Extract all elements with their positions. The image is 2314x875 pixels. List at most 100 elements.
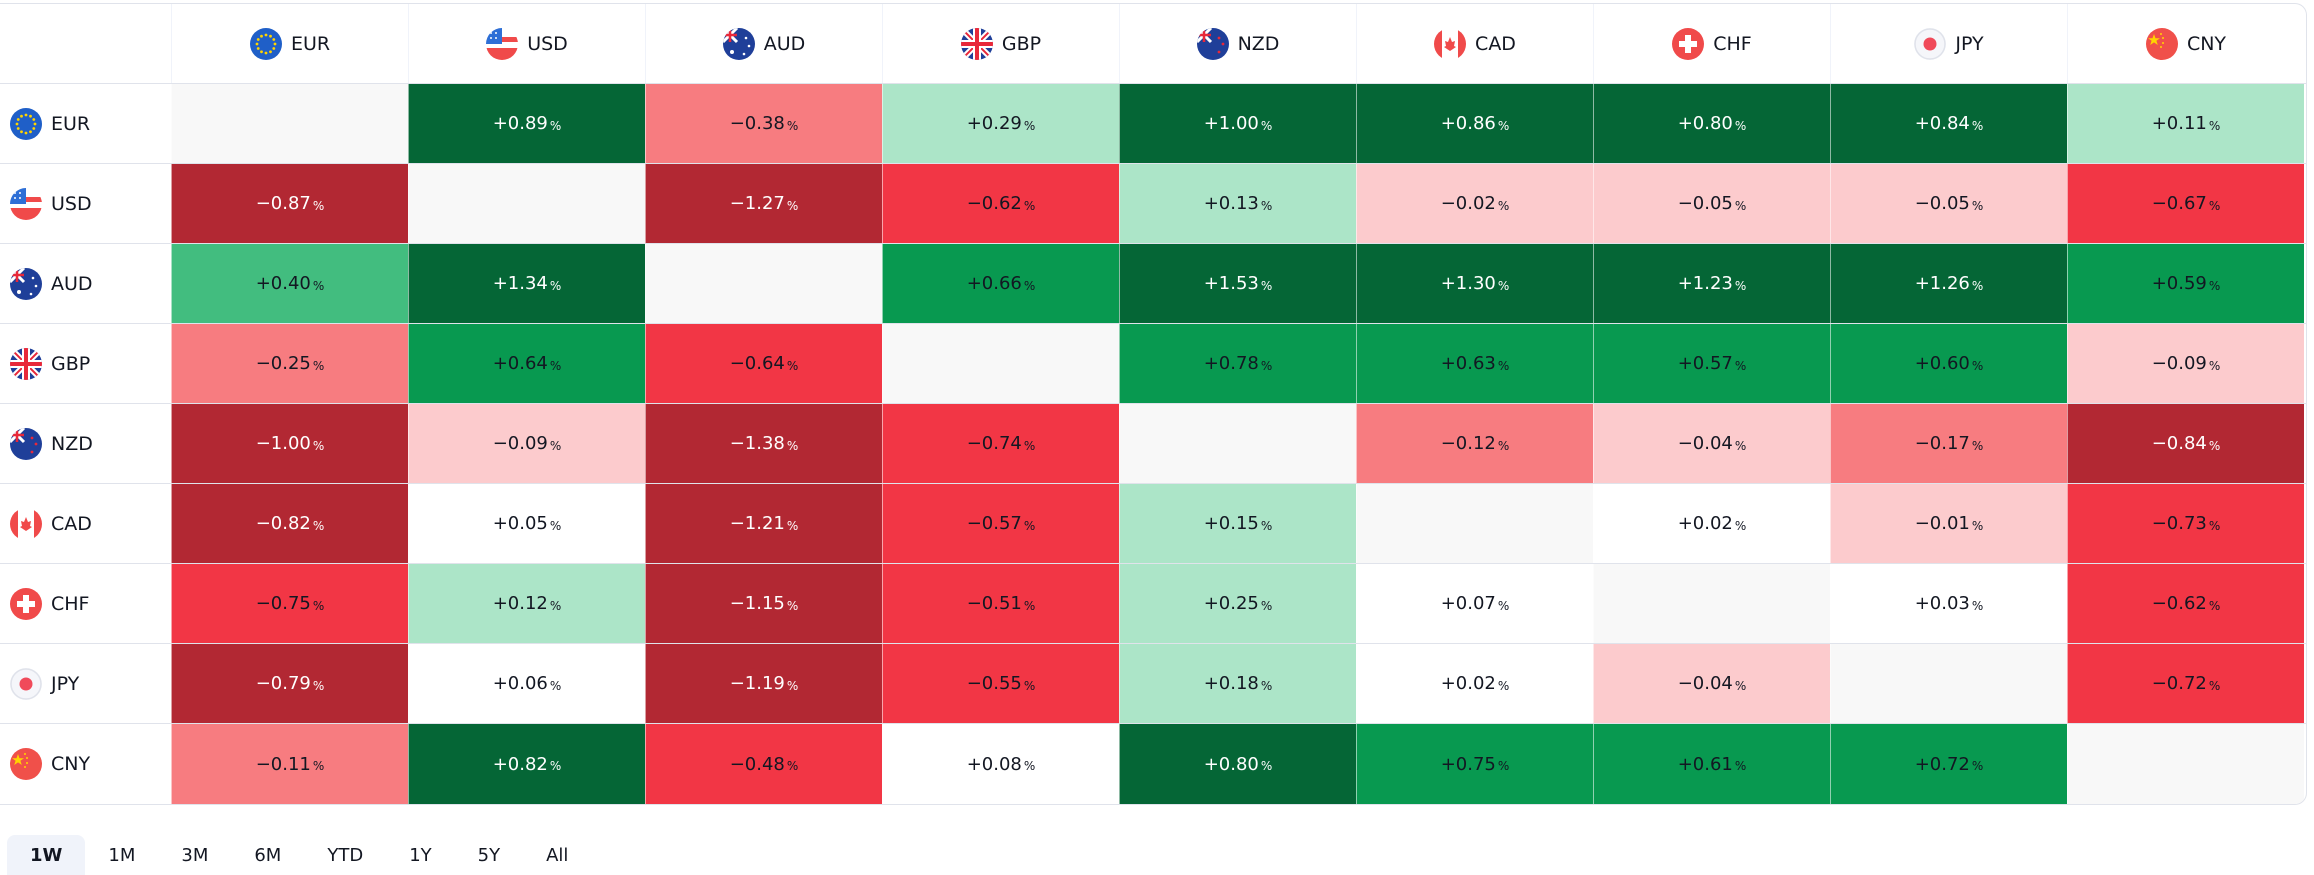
heatmap-cell-cny-chf[interactable]: +0.61% — [1593, 724, 1830, 804]
row-header-cny[interactable]: CNY — [0, 724, 171, 804]
heatmap-cell-usd-cny[interactable]: −0.67% — [2067, 164, 2304, 243]
column-header-eur[interactable]: EUR — [171, 4, 408, 83]
column-header-label: AUD — [763, 32, 806, 55]
tab-1m[interactable]: 1M — [108, 844, 136, 866]
heatmap-cell-gbp-cad[interactable]: +0.63% — [1356, 324, 1593, 403]
heatmap-cell-cad-jpy[interactable]: −0.01% — [1830, 484, 2067, 563]
heatmap-cell-gbp-jpy[interactable]: +0.60% — [1830, 324, 2067, 403]
row-header-gbp[interactable]: GBP — [0, 324, 171, 403]
heatmap-cell-nzd-jpy[interactable]: −0.17% — [1830, 404, 2067, 483]
heatmap-cell-cny-cad[interactable]: +0.75% — [1356, 724, 1593, 804]
heatmap-cell-cad-nzd[interactable]: +0.15% — [1119, 484, 1356, 563]
heatmap-cell-eur-cny[interactable]: +0.11% — [2067, 84, 2304, 163]
column-header-chf[interactable]: CHF — [1593, 4, 1830, 83]
heatmap-cell-chf-jpy[interactable]: +0.03% — [1830, 564, 2067, 643]
tab-5y[interactable]: 5Y — [477, 844, 501, 866]
column-header-usd[interactable]: USD — [408, 4, 645, 83]
heatmap-cell-jpy-cad[interactable]: +0.02% — [1356, 644, 1593, 723]
heatmap-cell-jpy-eur[interactable]: −0.79% — [171, 644, 408, 723]
heatmap-cell-aud-nzd[interactable]: +1.53% — [1119, 244, 1356, 323]
heatmap-cell-usd-chf[interactable]: −0.05% — [1593, 164, 1830, 243]
heatmap-cell-chf-cad[interactable]: +0.07% — [1356, 564, 1593, 643]
tab-3m[interactable]: 3M — [181, 844, 209, 866]
column-header-jpy[interactable]: JPY — [1830, 4, 2067, 83]
tab-6m[interactable]: 6M — [254, 844, 282, 866]
tab-all[interactable]: All — [546, 844, 569, 866]
heatmap-cell-chf-aud[interactable]: −1.15% — [645, 564, 882, 643]
row-header-eur[interactable]: EUR — [0, 84, 171, 163]
row-header-nzd[interactable]: NZD — [0, 404, 171, 483]
heatmap-cell-cad-eur[interactable]: −0.82% — [171, 484, 408, 563]
heatmap-cell-nzd-eur[interactable]: −1.00% — [171, 404, 408, 483]
column-header-aud[interactable]: AUD — [645, 4, 882, 83]
tab-1w[interactable]: 1W — [7, 835, 86, 875]
heatmap-cell-aud-cad[interactable]: +1.30% — [1356, 244, 1593, 323]
column-header-gbp[interactable]: GBP — [882, 4, 1119, 83]
heatmap-cell-usd-cad[interactable]: −0.02% — [1356, 164, 1593, 243]
heatmap-cell-cny-nzd[interactable]: +0.80% — [1119, 724, 1356, 804]
heatmap-cell-nzd-cad[interactable]: −0.12% — [1356, 404, 1593, 483]
heatmap-cell-cad-cny[interactable]: −0.73% — [2067, 484, 2304, 563]
row-header-jpy[interactable]: JPY — [0, 644, 171, 723]
tab-ytd[interactable]: YTD — [327, 844, 364, 866]
heatmap-cell-usd-aud[interactable]: −1.27% — [645, 164, 882, 243]
heatmap-cell-eur-chf[interactable]: +0.80% — [1593, 84, 1830, 163]
heatmap-cell-eur-aud[interactable]: −0.38% — [645, 84, 882, 163]
heatmap-cell-gbp-eur[interactable]: −0.25% — [171, 324, 408, 403]
heatmap-cell-gbp-nzd[interactable]: +0.78% — [1119, 324, 1356, 403]
column-header-cny[interactable]: CNY — [2067, 4, 2304, 83]
heatmap-cell-eur-jpy[interactable]: +0.84% — [1830, 84, 2067, 163]
heatmap-cell-cad-chf[interactable]: +0.02% — [1593, 484, 1830, 563]
heatmap-cell-nzd-aud[interactable]: −1.38% — [645, 404, 882, 483]
row-header-cad[interactable]: CAD — [0, 484, 171, 563]
heatmap-cell-usd-nzd[interactable]: +0.13% — [1119, 164, 1356, 243]
heatmap-cell-nzd-gbp[interactable]: −0.74% — [882, 404, 1119, 483]
row-header-chf[interactable]: CHF — [0, 564, 171, 643]
heatmap-cell-jpy-aud[interactable]: −1.19% — [645, 644, 882, 723]
heatmap-cell-eur-gbp[interactable]: +0.29% — [882, 84, 1119, 163]
heatmap-cell-nzd-cny[interactable]: −0.84% — [2067, 404, 2304, 483]
heatmap-cell-nzd-chf[interactable]: −0.04% — [1593, 404, 1830, 483]
heatmap-cell-cny-eur[interactable]: −0.11% — [171, 724, 408, 804]
heatmap-cell-usd-gbp[interactable]: −0.62% — [882, 164, 1119, 243]
heatmap-cell-aud-eur[interactable]: +0.40% — [171, 244, 408, 323]
heatmap-cell-cad-gbp[interactable]: −0.57% — [882, 484, 1119, 563]
heatmap-cell-jpy-usd[interactable]: +0.06% — [408, 644, 645, 723]
heatmap-cell-cad-usd[interactable]: +0.05% — [408, 484, 645, 563]
heatmap-cell-gbp-cny[interactable]: −0.09% — [2067, 324, 2304, 403]
heatmap-cell-jpy-gbp[interactable]: −0.55% — [882, 644, 1119, 723]
heatmap-cell-chf-nzd[interactable]: +0.25% — [1119, 564, 1356, 643]
heatmap-cell-aud-cny[interactable]: +0.59% — [2067, 244, 2304, 323]
cell-value: −0.62 — [2151, 593, 2207, 614]
heatmap-cell-usd-eur[interactable]: −0.87% — [171, 164, 408, 243]
heatmap-cell-eur-nzd[interactable]: +1.00% — [1119, 84, 1356, 163]
row-header-aud[interactable]: AUD — [0, 244, 171, 323]
heatmap-cell-chf-gbp[interactable]: −0.51% — [882, 564, 1119, 643]
heatmap-cell-jpy-chf[interactable]: −0.04% — [1593, 644, 1830, 723]
heatmap-cell-jpy-nzd[interactable]: +0.18% — [1119, 644, 1356, 723]
column-header-cad[interactable]: CAD — [1356, 4, 1593, 83]
row-header-usd[interactable]: USD — [0, 164, 171, 243]
heatmap-cell-aud-usd[interactable]: +1.34% — [408, 244, 645, 323]
heatmap-cell-gbp-chf[interactable]: +0.57% — [1593, 324, 1830, 403]
heatmap-cell-jpy-cny[interactable]: −0.72% — [2067, 644, 2304, 723]
heatmap-cell-aud-jpy[interactable]: +1.26% — [1830, 244, 2067, 323]
heatmap-cell-usd-jpy[interactable]: −0.05% — [1830, 164, 2067, 243]
heatmap-cell-chf-eur[interactable]: −0.75% — [171, 564, 408, 643]
heatmap-cell-eur-cad[interactable]: +0.86% — [1356, 84, 1593, 163]
heatmap-cell-aud-gbp[interactable]: +0.66% — [882, 244, 1119, 323]
heatmap-cell-cny-gbp[interactable]: +0.08% — [882, 724, 1119, 804]
heatmap-cell-chf-cny[interactable]: −0.62% — [2067, 564, 2304, 643]
heatmap-cell-aud-chf[interactable]: +1.23% — [1593, 244, 1830, 323]
heatmap-cell-cny-usd[interactable]: +0.82% — [408, 724, 645, 804]
heatmap-cell-gbp-aud[interactable]: −0.64% — [645, 324, 882, 403]
column-header-nzd[interactable]: NZD — [1119, 4, 1356, 83]
heatmap-cell-nzd-usd[interactable]: −0.09% — [408, 404, 645, 483]
heatmap-cell-cny-jpy[interactable]: +0.72% — [1830, 724, 2067, 804]
heatmap-cell-eur-usd[interactable]: +0.89% — [408, 84, 645, 163]
heatmap-cell-cad-aud[interactable]: −1.21% — [645, 484, 882, 563]
heatmap-cell-gbp-usd[interactable]: +0.64% — [408, 324, 645, 403]
heatmap-cell-cny-aud[interactable]: −0.48% — [645, 724, 882, 804]
heatmap-cell-chf-usd[interactable]: +0.12% — [408, 564, 645, 643]
tab-1y[interactable]: 1Y — [409, 844, 432, 866]
